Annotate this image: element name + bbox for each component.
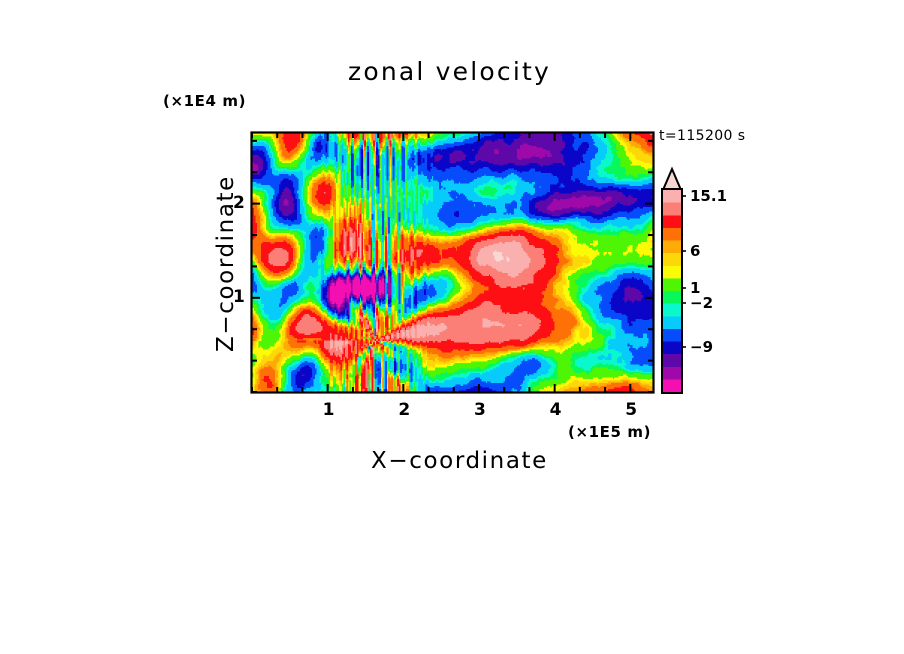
x-tick-label: 1 <box>322 400 335 420</box>
y-tick-label: 2 <box>233 192 245 213</box>
x-axis-unit-caption: (×1E5 m) <box>568 423 652 441</box>
colorbar-label: 6 <box>690 242 701 260</box>
x-tick-label: 4 <box>549 400 562 420</box>
colorbar-label: −9 <box>690 338 714 356</box>
time-annotation: t=115200 s <box>659 128 746 144</box>
y-tick-label: 1 <box>233 286 245 307</box>
colorbar <box>661 166 686 394</box>
x-tick-label: 3 <box>473 400 486 420</box>
page-title: zonal velocity <box>348 57 551 86</box>
y-axis-title: Z−coordinate <box>213 175 239 352</box>
x-axis-title: X−coordinate <box>371 448 548 474</box>
y-axis-unit-caption: (×1E4 m) <box>163 92 247 110</box>
x-tick-label: 2 <box>398 400 411 420</box>
colorbar-label: −2 <box>690 294 714 312</box>
colorbar-label: 15.1 <box>690 187 728 205</box>
colorbar-label: 1 <box>690 279 701 297</box>
x-tick-label: 5 <box>625 400 638 420</box>
